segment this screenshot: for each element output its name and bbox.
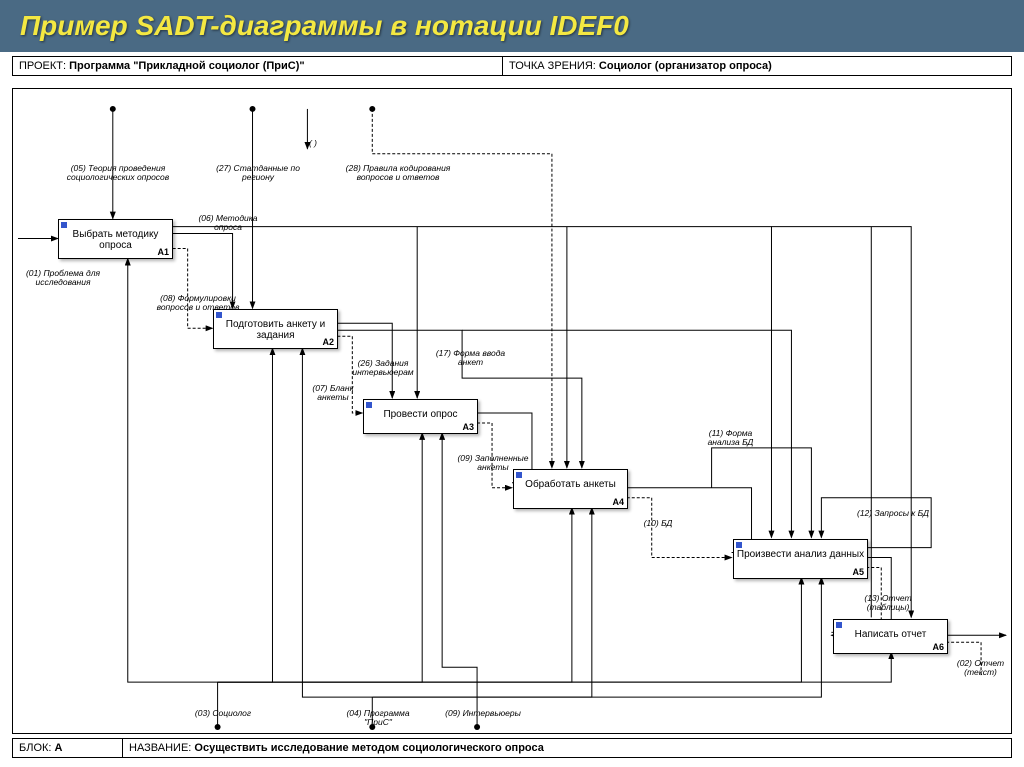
block-label: БЛОК: [19, 742, 51, 754]
arrow-label: ( ) [303, 139, 323, 148]
node-a6: Написать отчетA6 [833, 619, 948, 654]
footer-name: НАЗВАНИЕ: Осуществить исследование метод… [123, 739, 1011, 757]
diagram-area: ПРОЕКТ: Программа "Прикладной социолог (… [0, 56, 1024, 766]
arrow-label: (09) Интервьюеры [443, 709, 523, 718]
arrow-label: (12) Запросы к БД [853, 509, 933, 518]
arrow-label: (13) Отчет (таблицы) [853, 594, 923, 613]
project-value: Программа "Прикладной социолог (ПриС)" [69, 60, 304, 72]
arrow-label: (03) Социолог [188, 709, 258, 718]
footer-block: БЛОК: A [13, 739, 123, 757]
block-value: A [55, 742, 63, 754]
arrow-label: (05) Теория проведения социологических о… [53, 164, 183, 183]
node-a2: Подготовить анкету и заданияA2 [213, 309, 338, 349]
viewpoint-value: Социолог (организатор опроса) [599, 60, 772, 72]
arrow-label: (27) Статданные по региону [213, 164, 303, 183]
arrow-label: (09) Заполненные анкеты [453, 454, 533, 473]
footer-row: БЛОК: A НАЗВАНИЕ: Осуществить исследован… [12, 738, 1012, 758]
arrow-label: (07) Бланк анкеты [303, 384, 363, 403]
arrow-label: (26) Задания интервьюерам [343, 359, 423, 378]
arrow-label: (01) Проблема для исследования [18, 269, 108, 288]
node-a5: Произвести анализ данныхA5 [733, 539, 868, 579]
viewpoint-label: ТОЧКА ЗРЕНИЯ: [509, 60, 596, 72]
arrow-label: (06) Методика опроса [193, 214, 263, 233]
slide-title: Пример SADT-диаграммы в нотации IDEF0 [0, 0, 1024, 52]
project-label: ПРОЕКТ: [19, 60, 66, 72]
canvas: Выбрать методику опросаA1 Подготовить анк… [12, 88, 1012, 734]
node-a1: Выбрать методику опросаA1 [58, 219, 173, 259]
arrow-label: (17) Форма ввода анкет [433, 349, 508, 368]
arrow-label: (11) Форма анализа БД [693, 429, 768, 448]
name-value: Осуществить исследование методом социоло… [194, 742, 543, 754]
header-viewpoint: ТОЧКА ЗРЕНИЯ: Социолог (организатор опро… [503, 57, 1011, 75]
node-a4: Обработать анкетыA4 [513, 469, 628, 509]
header-row: ПРОЕКТ: Программа "Прикладной социолог (… [12, 56, 1012, 76]
name-label: НАЗВАНИЕ: [129, 742, 191, 754]
header-project: ПРОЕКТ: Программа "Прикладной социолог (… [13, 57, 503, 75]
arrow-label: (10) БД [633, 519, 683, 528]
arrow-label: (02) Отчет (текст) [953, 659, 1008, 678]
arrow-label: (28) Правила кодирования вопросов и отве… [333, 164, 463, 183]
arrow-label: (04) Программа "ПриС" [338, 709, 418, 728]
arrow-label: (08) Формулировки вопросов и ответов [143, 294, 253, 313]
node-a3: Провести опросA3 [363, 399, 478, 434]
